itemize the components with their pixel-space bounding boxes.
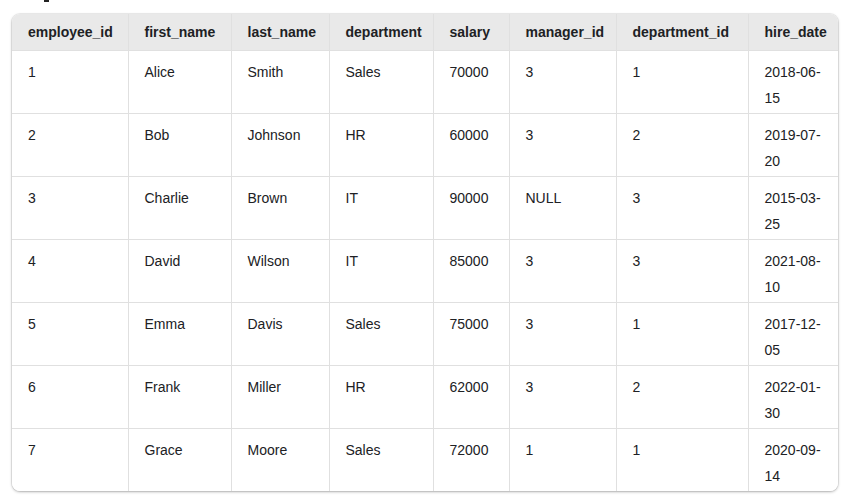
cell-department_id: 3 (616, 239, 748, 302)
cell-first_name: Alice (128, 50, 231, 113)
table-row: 7 Grace Moore Sales 72000 1 1 2020-09-14 (12, 428, 838, 491)
cell-employee_id: 1 (12, 50, 128, 113)
cell-salary: 72000 (433, 428, 509, 491)
cell-department_id: 2 (616, 365, 748, 428)
cell-salary: 70000 (433, 50, 509, 113)
cell-department: IT (329, 239, 433, 302)
cell-last_name: Miller (231, 365, 329, 428)
cell-last_name: Smith (231, 50, 329, 113)
cell-manager_id: NULL (509, 176, 616, 239)
cell-hire_date: 2022-01-30 (748, 365, 838, 428)
cell-first_name: Grace (128, 428, 231, 491)
cell-hire_date: 2015-03-25 (748, 176, 838, 239)
cell-department: HR (329, 365, 433, 428)
cell-employee_id: 4 (12, 239, 128, 302)
cell-hire_date: 2021-08-10 (748, 239, 838, 302)
cell-employee_id: 3 (12, 176, 128, 239)
column-header-first_name: first_name (128, 14, 231, 50)
cell-salary: 75000 (433, 302, 509, 365)
header-row: employee_id first_name last_name departm… (12, 14, 838, 50)
cell-last_name: Moore (231, 428, 329, 491)
cell-last_name: Wilson (231, 239, 329, 302)
cell-manager_id: 3 (509, 302, 616, 365)
employees-table-card: employee_id first_name last_name departm… (12, 14, 838, 491)
cell-department_id: 1 (616, 50, 748, 113)
cell-department: HR (329, 113, 433, 176)
cell-hire_date: 2019-07-20 (748, 113, 838, 176)
cell-manager_id: 3 (509, 365, 616, 428)
cell-manager_id: 3 (509, 50, 616, 113)
cell-last_name: Brown (231, 176, 329, 239)
cell-last_name: Johnson (231, 113, 329, 176)
cell-salary: 85000 (433, 239, 509, 302)
cell-department_id: 3 (616, 176, 748, 239)
table-row: 6 Frank Miller HR 62000 3 2 2022-01-30 (12, 365, 838, 428)
cell-first_name: Charlie (128, 176, 231, 239)
cell-employee_id: 7 (12, 428, 128, 491)
cell-salary: 60000 (433, 113, 509, 176)
table-row: 3 Charlie Brown IT 90000 NULL 3 2015-03-… (12, 176, 838, 239)
employees-table: employee_id first_name last_name departm… (12, 14, 838, 491)
cell-salary: 62000 (433, 365, 509, 428)
cell-employee_id: 6 (12, 365, 128, 428)
table-row: 1 Alice Smith Sales 70000 3 1 2018-06-15 (12, 50, 838, 113)
column-header-salary: salary (433, 14, 509, 50)
cell-first_name: David (128, 239, 231, 302)
cell-department: Sales (329, 302, 433, 365)
clipped-text-fragment (44, 0, 49, 2)
column-header-department: department (329, 14, 433, 50)
cell-department: Sales (329, 50, 433, 113)
cell-first_name: Emma (128, 302, 231, 365)
cell-first_name: Frank (128, 365, 231, 428)
cell-manager_id: 1 (509, 428, 616, 491)
cell-department: IT (329, 176, 433, 239)
cell-first_name: Bob (128, 113, 231, 176)
table-header: employee_id first_name last_name departm… (12, 14, 838, 50)
cell-hire_date: 2017-12-05 (748, 302, 838, 365)
cell-department_id: 1 (616, 428, 748, 491)
table-row: 2 Bob Johnson HR 60000 3 2 2019-07-20 (12, 113, 838, 176)
cell-last_name: Davis (231, 302, 329, 365)
cell-hire_date: 2018-06-15 (748, 50, 838, 113)
cell-manager_id: 3 (509, 113, 616, 176)
cell-department_id: 1 (616, 302, 748, 365)
table-row: 4 David Wilson IT 85000 3 3 2021-08-10 (12, 239, 838, 302)
cell-employee_id: 5 (12, 302, 128, 365)
column-header-department_id: department_id (616, 14, 748, 50)
column-header-hire_date: hire_date (748, 14, 838, 50)
column-header-employee_id: employee_id (12, 14, 128, 50)
column-header-manager_id: manager_id (509, 14, 616, 50)
cell-department: Sales (329, 428, 433, 491)
cell-manager_id: 3 (509, 239, 616, 302)
table-row: 5 Emma Davis Sales 75000 3 1 2017-12-05 (12, 302, 838, 365)
column-header-last_name: last_name (231, 14, 329, 50)
cell-salary: 90000 (433, 176, 509, 239)
table-body: 1 Alice Smith Sales 70000 3 1 2018-06-15… (12, 50, 838, 491)
cell-department_id: 2 (616, 113, 748, 176)
cell-employee_id: 2 (12, 113, 128, 176)
cell-hire_date: 2020-09-14 (748, 428, 838, 491)
